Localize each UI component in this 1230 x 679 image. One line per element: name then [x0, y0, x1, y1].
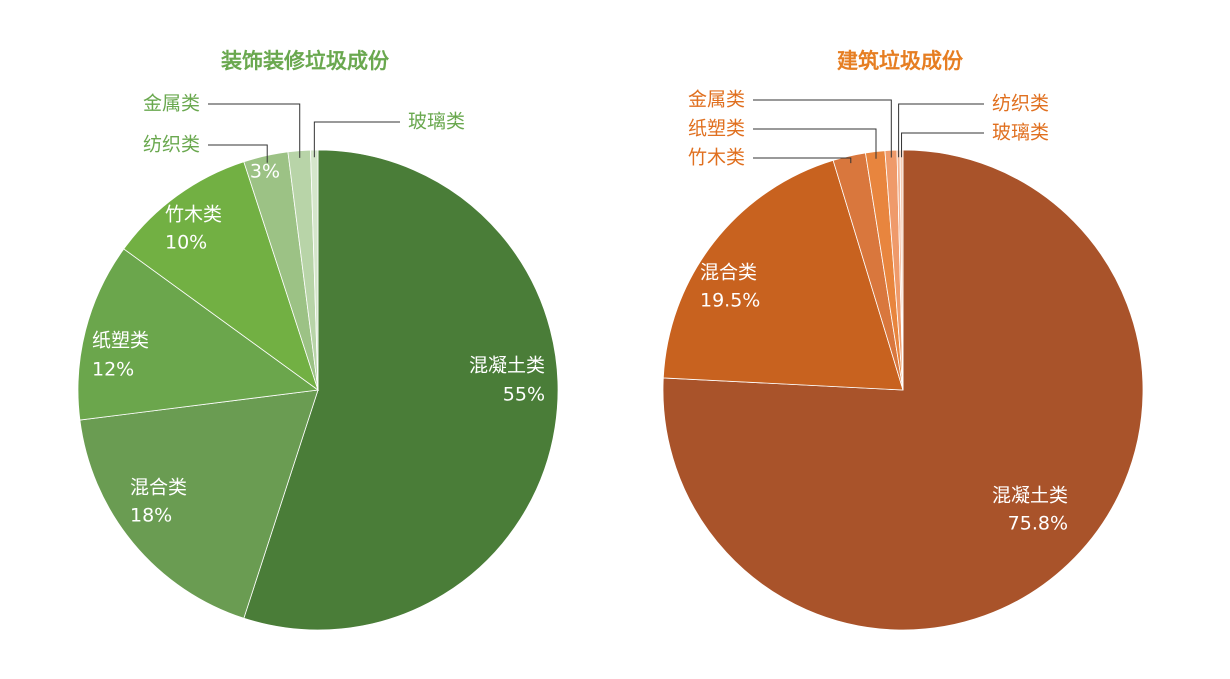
value-label: 12%	[92, 359, 134, 381]
leader-line	[313, 121, 400, 158]
slice-label: 纺织类	[992, 93, 1049, 115]
leader-line	[898, 103, 984, 158]
leader-line	[753, 128, 877, 159]
value-label: 18%	[130, 505, 172, 527]
leader-line	[208, 103, 301, 158]
slice-label: 混合类	[130, 477, 187, 499]
slice-label: 金属类	[688, 89, 745, 111]
slice-label: 纸塑类	[688, 118, 745, 140]
leader-line	[753, 99, 892, 158]
slice-label: 混凝土类	[469, 355, 545, 377]
slice-label: 玻璃类	[992, 122, 1049, 144]
value-label: 75.8%	[1008, 513, 1068, 535]
pie-slice	[123, 161, 319, 392]
slice-label: 竹木类	[165, 204, 222, 226]
slice-label: 混合类	[700, 262, 757, 284]
pie-slice	[79, 389, 319, 619]
pie-slice	[77, 248, 320, 421]
value-label: 3%	[250, 161, 280, 183]
slice-label: 纺织类	[143, 134, 200, 156]
slice-label: 纸塑类	[92, 330, 149, 352]
leader-line	[208, 144, 268, 163]
slice-label: 竹木类	[688, 147, 745, 169]
slice-label: 玻璃类	[408, 111, 465, 133]
chart-title: 建筑垃圾成份	[837, 49, 964, 73]
slice-label: 金属类	[143, 93, 200, 115]
chart-title: 装饰装修垃圾成份	[221, 49, 390, 73]
pie-slice	[243, 149, 559, 631]
slice-label: 混凝土类	[992, 485, 1068, 507]
pie-slice	[662, 159, 904, 391]
value-label: 10%	[165, 232, 207, 254]
pie-slice	[662, 149, 1144, 631]
value-label: 55%	[503, 384, 545, 406]
leader-line	[753, 157, 852, 164]
value-label: 19.5%	[700, 290, 760, 312]
leader-line	[901, 132, 984, 158]
